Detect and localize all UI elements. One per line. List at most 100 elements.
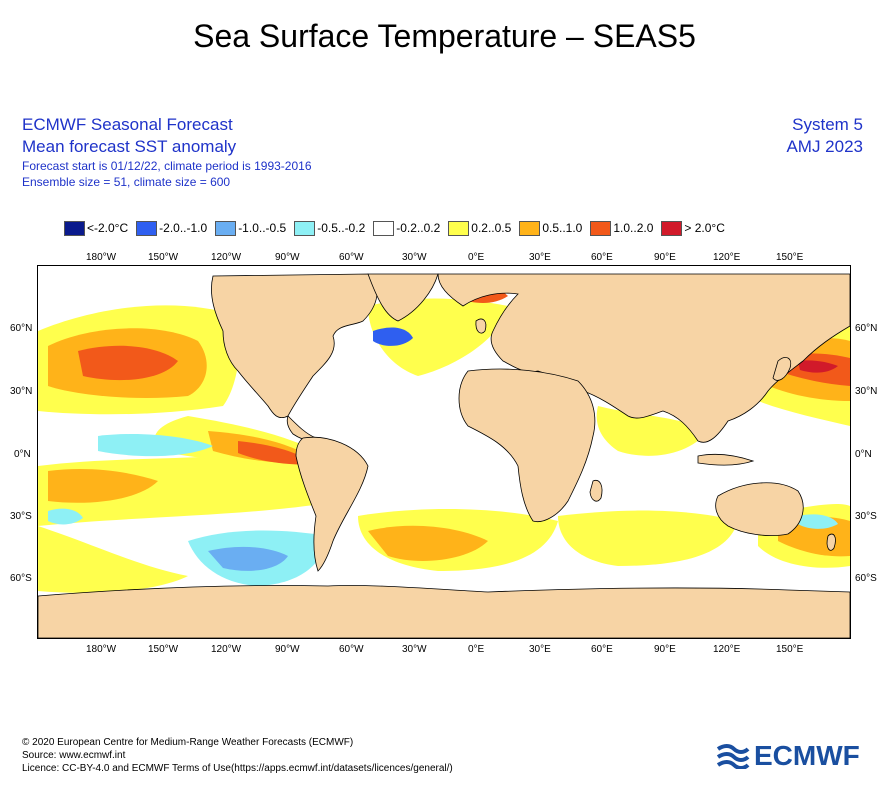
forecast-variable: Mean forecast SST anomaly <box>22 137 237 156</box>
anomaly-area-japan-extreme <box>798 360 838 373</box>
copyright-line: © 2020 European Centre for Medium-Range … <box>22 737 354 748</box>
legend-item: 1.0..2.0 <box>590 220 654 236</box>
lon-label-bottom: 90°E <box>654 644 676 655</box>
ecmwf-wave-icon <box>716 744 750 769</box>
legend-item: 0.5..1.0 <box>519 220 583 236</box>
legend-swatch <box>590 220 612 236</box>
landmass-africa <box>458 368 596 523</box>
legend-swatch <box>136 220 158 236</box>
legend-swatch <box>64 220 85 236</box>
forecast-start: Forecast start is 01/12/22, climate peri… <box>22 159 312 173</box>
lat-label-left: 30°S <box>10 511 32 522</box>
lat-label-left: 60°N <box>10 323 33 334</box>
landmass-greenland <box>367 273 439 322</box>
legend-label: > 2.0°C <box>684 221 725 235</box>
lat-label-right: 30°N <box>855 386 878 397</box>
landmass-madagascar <box>589 479 603 502</box>
legend-label: -2.0..-1.0 <box>159 221 208 235</box>
lon-label-top: 150°W <box>148 252 179 263</box>
lon-label-top: 30°E <box>529 252 551 263</box>
legend-swatch <box>448 220 470 236</box>
landmass-uk <box>475 318 487 334</box>
anomaly-area-sind <box>558 510 738 566</box>
legend-item: -0.2..0.2 <box>373 220 441 236</box>
lon-label-top: 90°E <box>654 252 676 263</box>
landmass-new-zealand <box>826 533 836 551</box>
copyright-footer: © 2020 European Centre for Medium-Range … <box>22 736 453 775</box>
sst-anomaly-map <box>37 265 851 639</box>
lat-label-right: 0°N <box>855 449 872 460</box>
legend-item: <-2.0°C <box>64 220 129 236</box>
lat-label-right: 60°N <box>855 323 878 334</box>
land-masses <box>38 273 850 638</box>
landmass-indonesia <box>697 453 755 466</box>
legend-item: -0.5..-0.2 <box>294 220 366 236</box>
page-title: Sea Surface Temperature – SEAS5 <box>193 18 696 54</box>
lon-label-top: 90°W <box>275 252 300 263</box>
lon-label-bottom: 90°W <box>275 644 300 655</box>
legend-label: <-2.0°C <box>87 221 129 235</box>
landmass-eurasia <box>437 273 850 443</box>
landmass-antarctica <box>38 585 850 638</box>
lat-label-left: 0°N <box>14 449 31 460</box>
landmass-japan <box>772 357 792 381</box>
licence-line: Licence: CC-BY-4.0 and ECMWF Terms of Us… <box>22 763 453 774</box>
legend-item: -1.0..-0.5 <box>215 220 287 236</box>
lat-label-right: 60°S <box>855 573 877 584</box>
lon-label-bottom: 120°W <box>211 644 242 655</box>
lon-label-bottom: 150°W <box>148 644 179 655</box>
lon-label-bottom: 30°W <box>402 644 427 655</box>
legend-swatch <box>294 220 316 236</box>
lon-label-bottom: 120°E <box>713 644 741 655</box>
forecast-name: ECMWF Seasonal Forecast <box>22 115 233 134</box>
lat-label-left: 60°S <box>10 573 32 584</box>
ecmwf-logo: ECMWF <box>716 740 860 772</box>
lon-label-bottom: 150°E <box>776 644 804 655</box>
lon-label-top: 150°E <box>776 252 804 263</box>
legend-label: 0.5..1.0 <box>542 221 583 235</box>
lon-label-top: 60°W <box>339 252 364 263</box>
legend-item: -2.0..-1.0 <box>136 220 208 236</box>
anomaly-area-eq-cool <box>98 434 213 457</box>
legend-label: 1.0..2.0 <box>613 221 654 235</box>
source-line: Source: www.ecmwf.int <box>22 750 126 761</box>
legend-label: -0.5..-0.2 <box>317 221 366 235</box>
lon-label-bottom: 60°W <box>339 644 364 655</box>
legend-swatch <box>519 220 541 236</box>
lon-label-top: 60°E <box>591 252 613 263</box>
anomaly-area-npac-hot <box>78 345 178 381</box>
lon-label-top: 120°W <box>211 252 242 263</box>
anomaly-area-spac <box>38 451 345 526</box>
legend-swatch <box>661 220 683 236</box>
season-label: AMJ 2023 <box>786 137 863 156</box>
system-label: System 5 <box>792 115 863 134</box>
lon-label-bottom: 180°W <box>86 644 117 655</box>
legend-swatch <box>373 220 395 236</box>
anomaly-area-nz-cool <box>798 514 838 529</box>
anomaly-area-spac-strong <box>48 469 158 503</box>
legend-swatch <box>215 220 237 236</box>
landmass-north-america <box>211 273 378 419</box>
lon-label-bottom: 0°E <box>468 644 485 655</box>
lon-label-bottom: 30°E <box>529 644 551 655</box>
color-legend: <-2.0°C -2.0..-1.0 -1.0..-0.5 -0.5..-0.2… <box>64 218 733 238</box>
landmass-australia <box>715 482 804 536</box>
anomaly-area-se-pacific-cold <box>208 546 288 571</box>
legend-label: 0.2..0.5 <box>471 221 512 235</box>
anomaly-area-satl-strong <box>368 525 488 561</box>
logo-text: ECMWF <box>754 740 860 771</box>
landmass-central-america <box>286 415 317 441</box>
lon-label-bottom: 60°E <box>591 644 613 655</box>
lat-label-right: 30°S <box>855 511 877 522</box>
anomaly-area-coastal-nino <box>238 441 313 465</box>
anomaly-area-spac2 <box>38 526 188 593</box>
legend-item: > 2.0°C <box>661 220 725 236</box>
lon-label-top: 0°E <box>468 252 485 263</box>
forecast-header: ECMWF Seasonal Forecast Mean forecast SS… <box>22 114 312 190</box>
system-header: System 5 AMJ 2023 <box>786 114 863 158</box>
map-canvas <box>38 273 850 638</box>
anomaly-area-labrador-cold <box>373 327 413 346</box>
legend-label: -0.2..0.2 <box>396 221 441 235</box>
lon-label-top: 120°E <box>713 252 741 263</box>
legend-label: -1.0..-0.5 <box>238 221 287 235</box>
